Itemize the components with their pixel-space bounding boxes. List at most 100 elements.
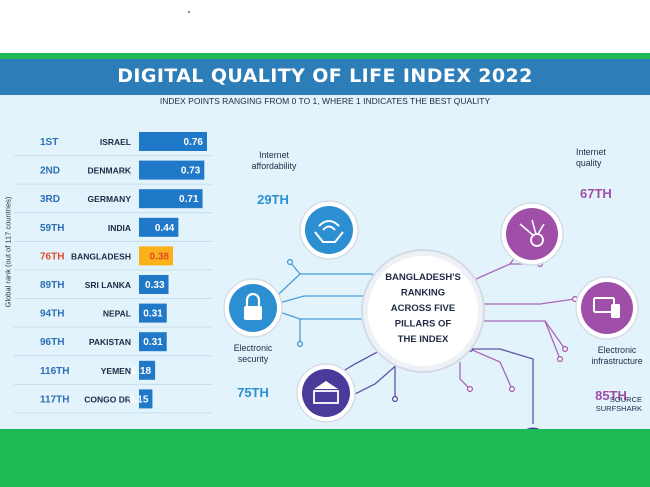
- country-label: DENMARK: [88, 166, 132, 176]
- pillar-label: quality: [576, 158, 602, 168]
- rank-label: 94TH: [40, 309, 64, 320]
- bar: [139, 360, 156, 380]
- pillar-label: Internet: [576, 147, 606, 157]
- table-row: 76TH BANGLADESH 0.38: [14, 246, 212, 271]
- table-row: 94TH NEPAL 0.31: [14, 303, 212, 328]
- government-building-icon: [302, 369, 350, 417]
- rank-label: 59TH: [40, 223, 64, 234]
- hub-text-line: PILLARS OF: [395, 319, 452, 330]
- rank-label: 117TH: [40, 394, 69, 405]
- pillar-label: Electronic: [598, 345, 637, 355]
- lock-shackle: [245, 292, 261, 306]
- circuit-node: [287, 259, 294, 266]
- table-row: 89TH SRI LANKA 0.33: [14, 275, 212, 299]
- hub-text-line: RANKING: [401, 288, 445, 299]
- rank-label: 96TH: [40, 337, 64, 348]
- rank-label: 3RD: [40, 194, 60, 205]
- value-label: 0.44: [155, 223, 175, 234]
- value-label: 0.15: [129, 394, 149, 405]
- rank-label: 89TH: [40, 280, 64, 291]
- circuit-line: [470, 348, 534, 424]
- circuit-line: [478, 298, 576, 305]
- phone-glyph: [611, 304, 620, 318]
- value-label: 0.76: [184, 137, 204, 148]
- chart-canvas: 1ST ISRAEL 0.76 2ND DENMARK 0.73 3RD GERMANY 0.7…: [14, 132, 643, 429]
- value-label: 0.31: [143, 337, 163, 348]
- circuit-node: [392, 396, 399, 403]
- circuit-node: [561, 346, 568, 353]
- pillar-rank: 67TH: [580, 186, 612, 201]
- circuit-line: [469, 348, 513, 390]
- pillar-rank: 75TH: [237, 385, 269, 400]
- lock-body: [244, 306, 262, 320]
- pillar-label: affordability: [252, 161, 297, 171]
- value-label: 0.31: [143, 309, 163, 320]
- bar: [139, 275, 169, 294]
- table-row: 117TH CONGO DR0.15: [14, 389, 212, 414]
- country-label: PAKISTAN: [89, 337, 131, 347]
- value-label: 0.18: [132, 366, 152, 377]
- bar: [139, 332, 167, 352]
- country-label: SRI LANKA: [85, 280, 131, 290]
- bottom-green-border: [0, 429, 650, 487]
- hub-inner: [368, 256, 478, 366]
- table-row: 2ND DENMARK 0.73: [14, 160, 212, 185]
- country-label: CONGO DR: [84, 394, 131, 404]
- rank-label: 76TH: [40, 251, 64, 262]
- value-label: 0.73: [181, 166, 201, 177]
- hands-glyph: [314, 231, 344, 243]
- country-label: INDIA: [108, 223, 131, 233]
- bar: [139, 217, 179, 237]
- bar: [139, 303, 167, 323]
- table-row: 59TH INDIA 0.44: [14, 217, 212, 242]
- circuit-node: [509, 386, 516, 393]
- bar: [139, 389, 153, 409]
- source-name: SURFSHARK: [596, 404, 642, 413]
- chart-title: DIGITAL QUALITY OF LIFE INDEX 2022: [117, 65, 533, 87]
- table-row: 116TH YEMEN 0.18: [14, 360, 212, 385]
- top-green-border: [0, 53, 650, 59]
- wifi-glyph: [318, 220, 340, 231]
- pillar-label: infrastructure: [591, 356, 642, 366]
- pillar-rank: 85TH: [595, 388, 627, 403]
- country-label: NEPAL: [103, 309, 131, 319]
- check-circle-glyph: [530, 233, 544, 247]
- hub-text-line: ACROSS FIVE: [391, 303, 455, 314]
- chart-subtitle: INDEX POINTS RANGING FROM 0 TO 1, WHERE …: [159, 96, 491, 106]
- circuit-line: [478, 320, 566, 350]
- rank-label: 116TH: [40, 366, 69, 377]
- stray-dot: [188, 11, 190, 13]
- table-row: 3RD GERMANY 0.71: [14, 189, 212, 214]
- roof-glyph: [314, 381, 338, 389]
- bar: [139, 189, 203, 209]
- country-label: BANGLADESH: [71, 251, 131, 261]
- circuit-line: [459, 362, 471, 390]
- value-label: 0.33: [145, 280, 165, 291]
- circuit-line: [475, 263, 540, 280]
- pillar-label: Electronic: [234, 343, 273, 353]
- network-glyph: [519, 219, 545, 237]
- circuit-node: [467, 386, 474, 393]
- pillar-label: security: [238, 354, 269, 364]
- pillar-label: Internet: [259, 150, 289, 160]
- hub-text-line: BANGLADESH'S: [385, 272, 461, 283]
- country-label: YEMEN: [101, 366, 131, 376]
- building-glyph: [313, 390, 339, 404]
- value-label: 0.38: [150, 251, 170, 262]
- hands-wifi-icon: [305, 206, 353, 254]
- pillar-rank: 29TH: [257, 192, 289, 207]
- table-row: 1ST ISRAEL 0.76: [14, 132, 212, 156]
- bar: [139, 160, 205, 180]
- circuit-node: [556, 356, 563, 363]
- rank-label: 2ND: [40, 166, 60, 177]
- infographic-panel: DIGITAL QUALITY OF LIFE INDEX 2022 INDEX…: [0, 59, 650, 429]
- rank-label: 1ST: [40, 137, 58, 148]
- title-band: [0, 59, 650, 95]
- devices-icon: [581, 282, 633, 334]
- bar: [139, 246, 173, 266]
- value-label: 0.71: [179, 194, 199, 205]
- hub-text-line: THE INDEX: [398, 334, 449, 345]
- country-label: GERMANY: [88, 194, 132, 204]
